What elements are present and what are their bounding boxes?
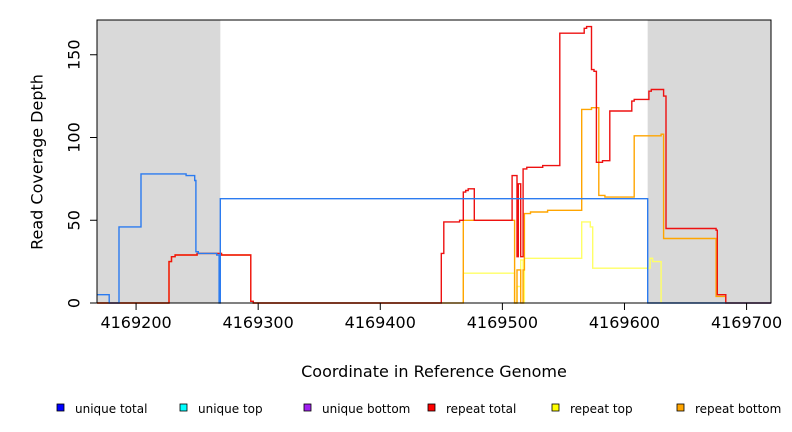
legend-swatch xyxy=(427,403,436,412)
legend-swatch xyxy=(303,403,312,412)
legend-swatch xyxy=(676,403,685,412)
y-tick-label: 50 xyxy=(65,210,84,230)
legend-label: repeat total xyxy=(446,402,516,416)
y-tick-label: 0 xyxy=(65,298,84,308)
legend-label: unique total xyxy=(75,402,147,416)
x-axis: 4169200 4169300 4169400 4169500 4169600 41697… xyxy=(97,302,782,332)
x-tick-label: 4169600 xyxy=(589,313,660,332)
x-axis-title: Coordinate in Reference Genome xyxy=(301,362,567,381)
legend-label: unique top xyxy=(198,402,263,416)
series-repeat-total xyxy=(97,25,771,304)
series-unique-total xyxy=(97,173,771,304)
shaded-region-1 xyxy=(647,20,771,303)
legend-label: repeat bottom xyxy=(695,402,781,416)
legend-label: repeat top xyxy=(570,402,633,416)
y-axis: 0 50 100 150 xyxy=(65,20,98,308)
legend-swatch xyxy=(56,403,65,412)
y-axis-title: Read Coverage Depth xyxy=(28,74,47,250)
legend: unique total unique top unique bottom repea… xyxy=(56,402,781,416)
shaded-regions xyxy=(97,20,771,303)
series-repeat-top xyxy=(462,221,662,304)
x-tick-label: 4169700 xyxy=(711,313,782,332)
x-tick-label: 4169500 xyxy=(467,313,538,332)
x-tick-label: 4169300 xyxy=(223,313,294,332)
y-tick-label: 150 xyxy=(65,39,84,70)
x-tick-label: 4169200 xyxy=(100,313,171,332)
y-tick-label: 100 xyxy=(65,122,84,153)
shaded-region-0 xyxy=(97,20,221,303)
legend-swatch xyxy=(551,403,560,412)
legend-swatch xyxy=(179,403,188,412)
legend-label: unique bottom xyxy=(322,402,410,416)
x-tick-label: 4169400 xyxy=(345,313,416,332)
